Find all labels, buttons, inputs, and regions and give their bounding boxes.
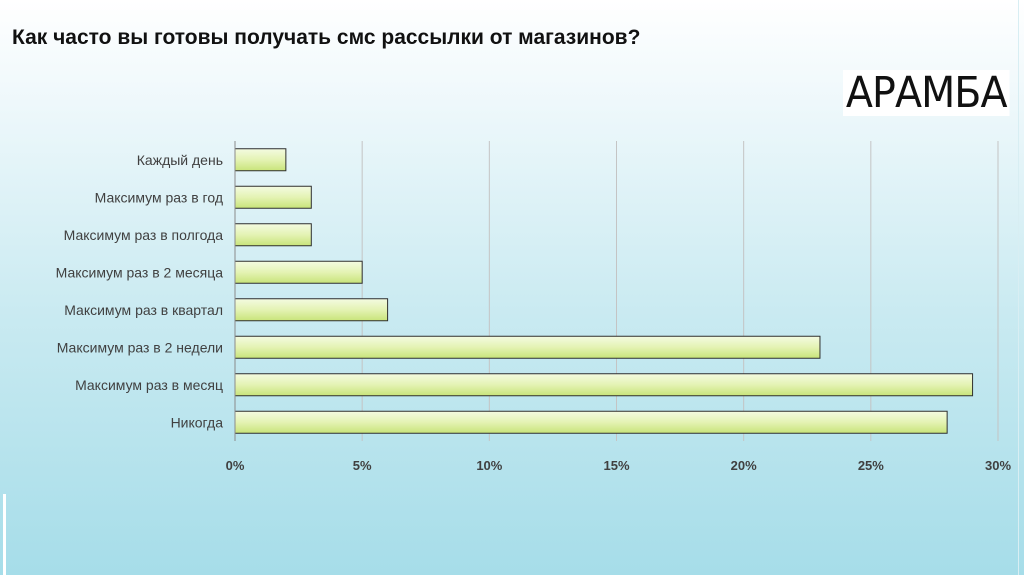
bar [234, 298, 389, 322]
x-tick-label: 20% [731, 458, 757, 473]
decor-bar [3, 494, 6, 575]
x-tick-label: 10% [476, 458, 502, 473]
x-tick-label: 30% [985, 458, 1011, 473]
x-tick-label: 25% [858, 458, 884, 473]
tick-labels: 0% 5% 10% 15% 20% 25% 30% [226, 458, 1012, 473]
bar [234, 148, 287, 172]
logo: АРАМБА [843, 70, 1010, 116]
category-label: Максимум раз в месяц [75, 377, 223, 393]
x-tick-label: 15% [603, 458, 629, 473]
bar [234, 335, 821, 359]
x-tick-label: 5% [353, 458, 372, 473]
category-label: Каждый день [137, 152, 223, 168]
slide-title: Как часто вы готовы получать смс рассылк… [12, 26, 641, 49]
category-labels: Каждый день Максимум раз в год Максимум ра… [56, 152, 224, 431]
bars [234, 148, 974, 434]
bar [234, 410, 948, 434]
category-label: Максимум раз в квартал [64, 302, 223, 318]
category-label: Максимум раз в полгода [64, 227, 224, 243]
category-label: Максимум раз в год [95, 189, 223, 205]
bar [234, 223, 312, 247]
category-label: Максимум раз в 2 недели [57, 339, 223, 355]
category-label: Максимум раз в 2 месяца [56, 264, 224, 280]
category-label: Никогда [171, 414, 224, 430]
bar [234, 185, 312, 209]
bar [234, 373, 974, 397]
bar [234, 260, 363, 284]
decor-line [1018, 0, 1019, 575]
x-tick-label: 0% [226, 458, 245, 473]
